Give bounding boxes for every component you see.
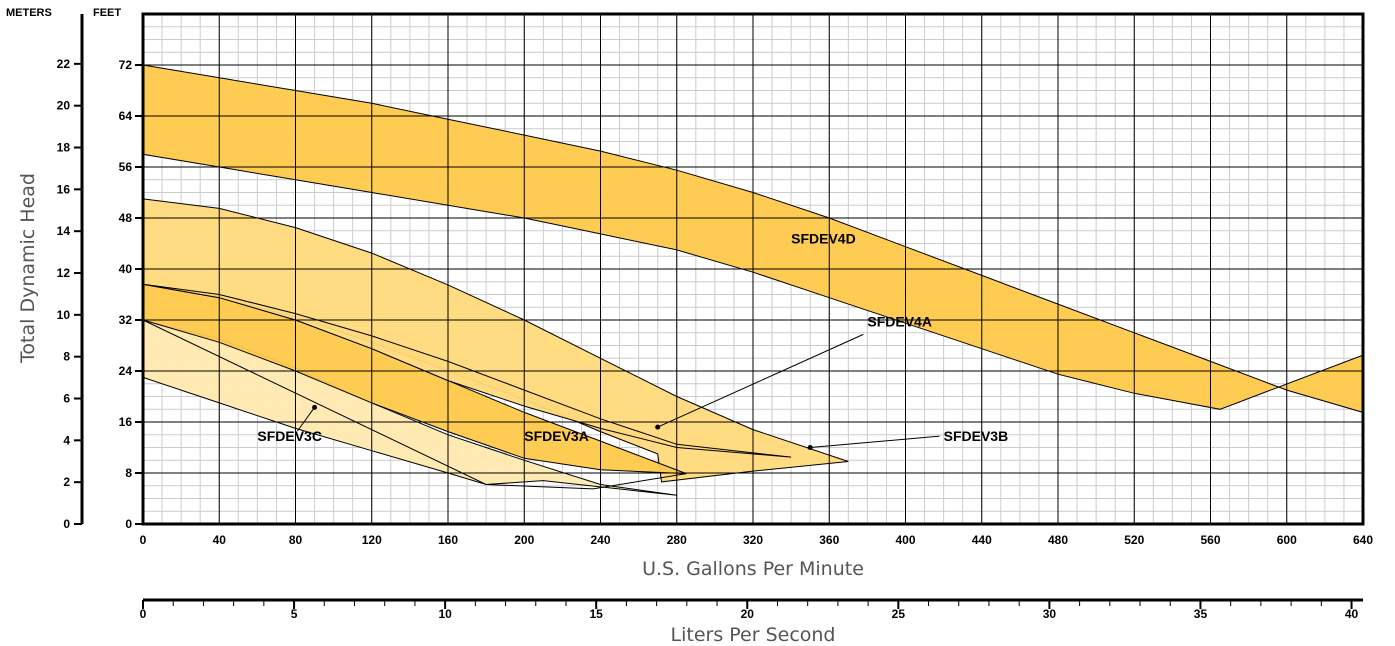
feet-tick-label: 40 — [119, 262, 133, 276]
meters-tick-label: 4 — [63, 433, 70, 447]
gpm-tick-label: 240 — [590, 533, 610, 547]
leader-dot-sfdev3c — [312, 404, 318, 410]
region-label-sfdev4d: SFDEV4D — [791, 231, 856, 247]
lps-tick-label: 35 — [1194, 607, 1208, 621]
gpm-tick-label: 320 — [743, 533, 763, 547]
gpm-tick-label: 40 — [213, 533, 227, 547]
feet-tick-label: 0 — [125, 517, 132, 531]
leader-line-sfdev4a — [657, 333, 864, 428]
meters-tick-label: 14 — [57, 224, 71, 238]
region-label-sfdev3b: SFDEV3B — [944, 428, 1009, 444]
gpm-tick-label: 600 — [1277, 533, 1297, 547]
meters-tick-label: 12 — [57, 266, 71, 280]
gpm-tick-label: 120 — [362, 533, 382, 547]
meters-tick-label: 0 — [63, 517, 70, 531]
meters-tick-label: 10 — [57, 308, 71, 322]
lps-tick-label: 15 — [590, 607, 604, 621]
region-label-sfdev3c: SFDEV3C — [257, 428, 322, 444]
gpm-tick-label: 80 — [289, 533, 303, 547]
lps-tick-label: 5 — [291, 607, 298, 621]
feet-tick-label: 24 — [119, 364, 133, 378]
feet-tick-label: 56 — [119, 160, 133, 174]
gpm-tick-label: 200 — [514, 533, 534, 547]
leader-dot-sfdev3b — [807, 445, 813, 450]
leader-line-sfdev3b — [810, 435, 940, 448]
gpm-tick-label: 560 — [1200, 533, 1220, 547]
gpm-tick-label: 360 — [819, 533, 839, 547]
gpm-tick-label: 480 — [1048, 533, 1068, 547]
y-axis-title: Total Dynamic Head — [17, 173, 39, 364]
region-label-sfdev3a: SFDEV3A — [524, 428, 589, 444]
lps-tick-label: 25 — [892, 607, 906, 621]
meters-tick-label: 6 — [63, 392, 70, 406]
gpm-tick-label: 640 — [1353, 533, 1373, 547]
feet-tick-label: 72 — [119, 58, 133, 72]
lps-tick-label: 10 — [438, 607, 452, 621]
meters-tick-label: 8 — [63, 350, 70, 364]
region-label-sfdev4a: SFDEV4A — [867, 313, 932, 329]
gpm-tick-label: 440 — [972, 533, 992, 547]
meters-tick-label: 18 — [57, 141, 71, 155]
gpm-tick-label: 280 — [667, 533, 687, 547]
gpm-tick-label: 160 — [438, 533, 458, 547]
meters-unit-label: METERS — [6, 7, 52, 19]
lps-tick-label: 20 — [741, 607, 755, 621]
region-edge-sfdev3a — [142, 319, 687, 490]
gpm-tick-label: 520 — [1124, 533, 1144, 547]
lps-tick-label: 0 — [140, 607, 147, 621]
leader-dot-sfdev4a — [655, 424, 661, 430]
x2-axis-title: Liters Per Second — [671, 624, 836, 646]
meters-tick-label: 2 — [63, 475, 70, 489]
meters-tick-label: 22 — [57, 57, 71, 71]
feet-tick-label: 64 — [119, 109, 133, 123]
lps-tick-label: 40 — [1345, 607, 1359, 621]
lps-tick-label: 30 — [1043, 607, 1057, 621]
gpm-tick-label: 0 — [140, 533, 147, 547]
feet-tick-label: 48 — [119, 211, 133, 225]
gpm-tick-label: 400 — [895, 533, 915, 547]
feet-tick-label: 8 — [125, 466, 132, 480]
feet-tick-label: 32 — [119, 313, 133, 327]
feet-unit-label: FEET — [93, 7, 121, 19]
meters-tick-label: 20 — [57, 99, 71, 113]
feet-tick-label: 16 — [119, 415, 133, 429]
x-axis-title: U.S. Gallons Per Minute — [642, 558, 864, 580]
leader-line-sfdev3c — [296, 407, 315, 432]
meters-tick-label: 16 — [57, 182, 71, 196]
